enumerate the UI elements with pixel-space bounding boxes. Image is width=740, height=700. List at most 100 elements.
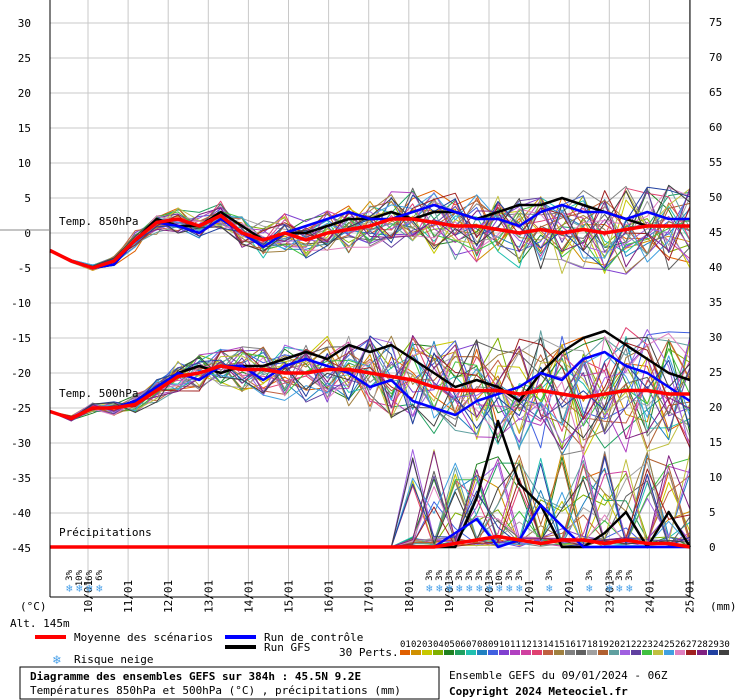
pert-color-swatch [422,650,432,655]
pert-color-swatch [620,650,630,655]
pert-number: 20 [609,640,620,650]
snowflake-icon: ❄ [626,582,633,595]
legend-snow-label: Risque neige [74,653,153,666]
x-tick-label: 21/01 [523,580,536,613]
legend-gfs-label: Run GFS [264,641,310,654]
pert-color-swatch [433,650,443,655]
x-tick-label: 19/01 [443,580,456,613]
left-tick-label: -35 [11,472,31,485]
snowflake-icon: ❄ [66,582,73,595]
pert-color-swatch [719,650,729,655]
pert-number: 29 [708,640,719,650]
pert-number: 24 [653,640,664,650]
pert-color-swatch [510,650,520,655]
x-tick-label: 13/01 [202,580,215,613]
series-t500-control [49,350,691,420]
x-tick-label: 23/01 [603,580,616,613]
right-tick-label: 55 [709,156,722,169]
snowflake-icon: ❄ [516,582,523,595]
pert-number: 30 [719,640,730,650]
right-tick-label: 65 [709,86,722,99]
pert-color-swatch [554,650,564,655]
right-tick-label: 75 [709,16,722,29]
pert-number: 09 [488,640,499,650]
pert-color-swatch [609,650,619,655]
left-axis-unit: (°C) [20,600,47,613]
pert-color-swatch [642,650,652,655]
x-tick-label: 18/01 [403,580,416,613]
ensemble-member-t850 [49,185,691,271]
pert-number: 12 [521,640,532,650]
left-tick-label: -45 [11,542,31,555]
right-tick-label: 40 [709,261,722,274]
ensemble-member-t850 [49,187,691,267]
ensemble-member-t850 [49,203,691,272]
snow-risk-value: 3% [485,569,495,580]
pert-number: 15 [554,640,565,650]
pert-number: 28 [697,640,708,650]
ensemble-member-t500 [49,335,691,429]
pert-color-swatch [499,650,509,655]
snow-risk-markers: 3%❄10%❄16%❄6%❄3%❄3%❄3%❄3%❄3%❄3%❄3%❄10%❄3… [65,569,635,595]
snowflake-icon: ❄ [86,582,93,595]
pert-color-swatch [521,650,531,655]
legend: Moyenne des scénarios Run de contrôle Ru… [35,631,730,668]
pert-number: 01 [400,640,411,650]
ensemble-member-t500 [49,336,691,443]
snowflake-icon: ❄ [76,582,83,595]
ensemble-member-t850 [49,194,691,274]
pert-number: 18 [587,640,598,650]
left-tick-label: 10 [18,157,31,170]
snow-risk-value: 10% [75,569,85,586]
snow-risk-value: 3% [585,569,595,580]
pert-color-swatch [477,650,487,655]
pert-number: 21 [620,640,631,650]
snowflake-icon: ❄ [496,582,503,595]
left-tick-label: 15 [18,122,31,135]
pert-number: 17 [576,640,587,650]
right-tick-label: 20 [709,401,722,414]
x-tick-label: 12/01 [162,580,175,613]
snow-risk-value: 3% [425,569,435,580]
snow-risk-value: 3% [435,569,445,580]
t850-panel-label: Temp. 850hPa [59,215,138,228]
x-tick-label: 20/01 [483,580,496,613]
left-tick-label: 5 [24,192,31,205]
snow-risk-value: 3% [465,569,475,580]
right-tick-label: 70 [709,51,722,64]
pert-number: 16 [565,640,576,650]
pert-number: 05 [444,640,455,650]
right-tick-label: 15 [709,436,722,449]
pert-color-swatch [565,650,575,655]
pert-color-swatch [598,650,608,655]
pert-color-swatch [444,650,454,655]
pert-number: 13 [532,640,543,650]
snowflake-icon: ❄ [446,582,453,595]
snow-risk-value: 3% [445,569,455,580]
left-tick-label: -5 [18,262,31,275]
pert-color-swatch [411,650,421,655]
snowflake-icon: ❄ [52,653,61,668]
pert-number: 25 [664,640,675,650]
x-tick-label: 11/01 [122,580,135,613]
x-tick-label: 14/01 [242,580,255,613]
pert-number: 26 [675,640,686,650]
pert-number: 11 [510,640,521,650]
pert-color-swatch [708,650,718,655]
pert-number: 10 [499,640,510,650]
pert-color-swatch [587,650,597,655]
ensemble-member-t500 [49,342,691,448]
x-tick-label: 22/01 [563,580,576,613]
snowflake-icon: ❄ [426,582,433,595]
legend-mean-label: Moyenne des scénarios [74,631,213,644]
snow-risk-value: 3% [455,569,465,580]
pert-color-swatch [532,650,542,655]
altitude-label: Alt. 145m [10,617,70,630]
snowflake-icon: ❄ [466,582,473,595]
snowflake-icon: ❄ [546,582,553,595]
x-tick-label: 15/01 [283,580,296,613]
snow-risk-value: 3% [515,569,525,580]
pert-color-swatch [686,650,696,655]
